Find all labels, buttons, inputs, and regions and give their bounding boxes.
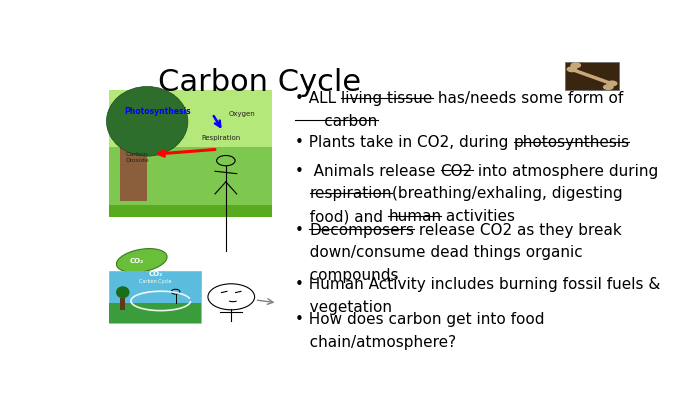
Text: compounds: compounds (295, 268, 399, 283)
Text: CO2: CO2 (440, 163, 473, 179)
Text: food) and: food) and (295, 209, 388, 224)
Text: living tissue: living tissue (342, 91, 433, 106)
Circle shape (603, 84, 614, 90)
FancyBboxPatch shape (109, 271, 202, 323)
Text: •: • (295, 223, 309, 238)
Text: • Human Activity includes burning fossil fuels &: • Human Activity includes burning fossil… (295, 277, 661, 292)
FancyBboxPatch shape (109, 90, 272, 147)
Text: photosynthesis: photosynthesis (514, 135, 630, 150)
Ellipse shape (106, 86, 188, 156)
FancyBboxPatch shape (565, 62, 619, 90)
Text: CO₂: CO₂ (148, 271, 162, 277)
Text: Carbon
Dioxide: Carbon Dioxide (125, 152, 149, 163)
Text: •  Animals release: • Animals release (295, 163, 440, 179)
FancyBboxPatch shape (109, 204, 272, 217)
Text: has/needs some form of: has/needs some form of (433, 91, 623, 106)
Circle shape (570, 62, 581, 68)
Text: Carbon Cycle: Carbon Cycle (158, 68, 361, 97)
FancyBboxPatch shape (109, 90, 272, 217)
Circle shape (607, 81, 617, 86)
FancyBboxPatch shape (109, 303, 202, 323)
Circle shape (566, 66, 578, 72)
Text: • ALL: • ALL (295, 91, 342, 106)
Text: release CO2 as they break: release CO2 as they break (414, 223, 622, 238)
Text: Respiration: Respiration (202, 135, 241, 141)
Ellipse shape (116, 249, 167, 272)
Text: • How does carbon get into food: • How does carbon get into food (295, 312, 545, 327)
Text: down/consume dead things organic: down/consume dead things organic (295, 245, 583, 261)
Text: into atmosphere during: into atmosphere during (473, 163, 658, 179)
Text: human: human (389, 209, 441, 224)
Circle shape (208, 284, 255, 310)
FancyBboxPatch shape (120, 117, 147, 202)
Text: activities: activities (441, 209, 515, 224)
Text: respiration: respiration (310, 186, 393, 201)
Text: carbon: carbon (295, 114, 377, 129)
Text: (breathing/exhaling, digesting: (breathing/exhaling, digesting (393, 186, 623, 201)
FancyBboxPatch shape (120, 298, 125, 310)
Text: Oxygen: Oxygen (228, 111, 256, 117)
Text: Decomposers: Decomposers (309, 223, 414, 238)
Text: chain/atmosphere?: chain/atmosphere? (295, 335, 456, 350)
Text: CO₂: CO₂ (130, 257, 144, 263)
Text: vegetation: vegetation (295, 300, 392, 315)
Text: Carbon Cycle: Carbon Cycle (139, 279, 172, 285)
Text: • Plants take in CO2, during: • Plants take in CO2, during (295, 135, 514, 150)
Ellipse shape (116, 286, 130, 298)
Text: Photosynthesis: Photosynthesis (125, 107, 191, 116)
